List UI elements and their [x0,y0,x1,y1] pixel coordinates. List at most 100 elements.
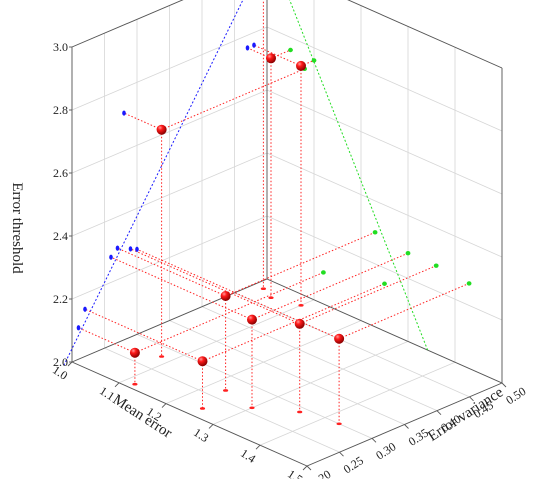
y-tick-mark [469,396,474,402]
axis-frame-edge [266,278,503,384]
back-wall-projection-marker [109,254,113,260]
floor-grid-line [234,292,470,398]
floor-projection-marker [336,422,342,426]
y-tick-label: 0.50 [503,384,528,407]
axis-frame-edge [71,0,184,48]
back-wall-projection-marker [252,42,256,48]
y-tick-mark [404,424,409,429]
side-wall-grid-line [266,89,503,195]
side-wall-grid-line [347,0,503,69]
data-point [334,333,345,344]
z-tick-label: 2.0 [53,355,68,369]
y-tick-mark [339,451,344,457]
drop-line-side-wall [202,283,385,362]
side-wall-projection-marker [466,281,472,286]
x-tick-mark [208,424,214,429]
drop-line-side-wall [161,68,305,131]
floor-projection-marker [298,304,304,307]
y-tick-mark [306,465,312,471]
x-tick-mark [67,361,73,367]
floor-projection-marker [223,389,229,392]
side-wall-grid-line [266,26,503,132]
data-point [247,314,257,325]
drop-line-side-wall [134,271,324,354]
data-point [197,356,208,367]
drop-line-back-wall [110,256,253,321]
back-wall-projection-marker [135,246,139,252]
back-wall-projection-marker [76,325,81,331]
drop-line-back-wall [130,248,300,325]
axis-frame [71,0,503,467]
z-tick-label: 2.4 [53,229,68,243]
x-tick-label: 1.3 [191,425,211,445]
side-wall-projection-marker [433,263,439,268]
x-tick-label: 1.0 [50,363,70,383]
z-tick-label: 2.6 [53,166,68,180]
back-wall-projection-marker [122,110,126,116]
floor-grid-line [169,320,405,425]
y-tick-label: 0.30 [373,439,398,462]
fit-line-side-wall [289,0,429,351]
data-point [266,53,276,64]
data-points [129,53,345,367]
side-wall-grid-line [266,215,503,321]
back-wall-projection-marker [128,246,133,252]
back-wall-grid-line [71,215,268,300]
back-wall-grid-line [71,89,268,174]
fit-lines [63,0,429,366]
grid-layer [71,0,503,467]
x-tick-label: 1.1 [97,383,117,403]
floor-projection-marker [249,406,255,410]
floor-projection-marker [132,382,138,386]
data-point [129,347,140,358]
x-tick-mark [114,382,120,388]
data-point [294,318,305,329]
z-tick-label: 3.0 [53,40,68,54]
fit-line-back-wall [63,0,244,366]
back-wall-projection-marker [115,245,120,251]
y-tick-label: 0.20 [308,467,333,479]
back-wall-grid-line [71,152,268,237]
drop-line-side-wall [338,282,470,340]
data-point [156,124,167,135]
floor-projection-marker [199,407,206,410]
x-axis-title: Mean error [110,392,175,442]
y-tick-label: 0.25 [341,453,366,476]
y-tick-mark [371,438,377,443]
x-tick-label: 1.2 [144,404,164,424]
x-tick-label: 1.4 [238,446,258,466]
z-tick-label: 2.2 [53,292,68,306]
y-tick-label: 0.35 [406,426,431,449]
floor-projection-marker [297,410,303,414]
side-wall-grid-line [266,152,503,258]
floor-grid-line [201,306,438,412]
z-tick-label: 2.8 [53,103,68,117]
floor-grid-line [136,333,373,439]
side-wall-projection-marker [311,58,317,63]
drop-line-back-wall [84,308,203,362]
floor-projection-marker [268,296,274,300]
drop-line-back-wall [253,44,302,67]
side-wall-projection-marker [372,230,378,235]
y-axis-title: Error variance [425,384,506,445]
side-wall-projection-marker [321,270,326,275]
y-tick-mark [436,410,442,415]
x-tick-mark [302,465,308,471]
axis-frame-edge [71,278,268,363]
x-tick-label: 1.5 [285,467,305,479]
data-point [296,60,306,71]
drop-line-side-wall [225,231,376,297]
back-wall-projection-marker [245,45,250,51]
side-wall-projection-marker [405,251,411,256]
drop-line-side-wall [251,252,409,321]
projections [76,42,472,426]
drop-line-side-wall [299,265,437,325]
back-wall-projection-marker [83,306,87,312]
floor-projection-marker [260,287,266,290]
back-wall-grid-line [71,26,268,111]
axis-frame-edge [71,361,308,467]
drop-lines [78,0,470,424]
drop-line-back-wall [117,247,226,297]
data-point [220,290,231,301]
